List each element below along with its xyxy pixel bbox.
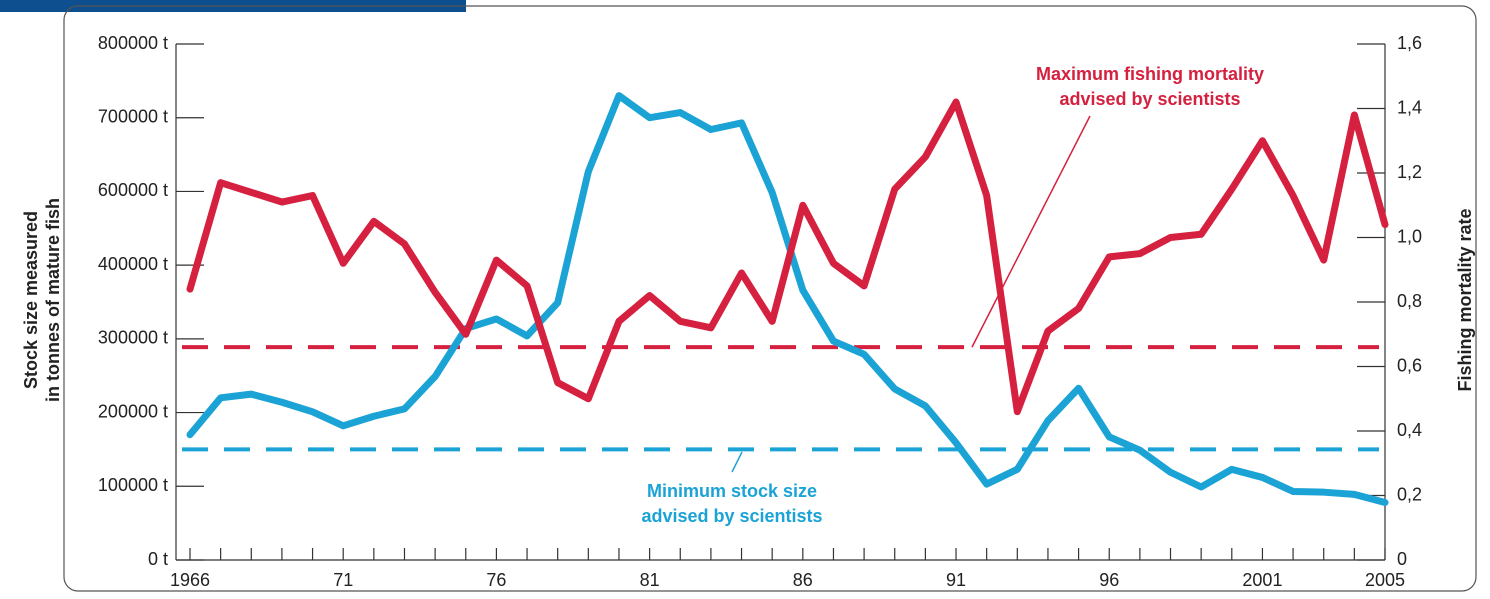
x-tick-label: 2001 (1242, 570, 1282, 590)
x-tick-label: 1966 (170, 570, 210, 590)
frame (63, 5, 1477, 592)
y2-tick-label: 0,2 (1397, 484, 1422, 504)
x-tick-label: 76 (486, 570, 506, 590)
y2-tick-label: 1,6 (1397, 33, 1422, 53)
y-tick-label: 700000 t (98, 106, 168, 126)
annotation: Maximum fishing mortality (1036, 64, 1264, 84)
y-tick-label: 800000 t (98, 33, 168, 53)
x-tick-label: 81 (640, 570, 660, 590)
x-tick-label: 96 (1099, 570, 1119, 590)
series-line (186, 92, 1389, 507)
y2-axis-title: Fishing mortality rate (1455, 208, 1475, 391)
annotation: Minimum stock size (647, 481, 817, 501)
y-tick-label: 100000 t (98, 475, 168, 495)
x-tick-label: 71 (333, 570, 353, 590)
y-tick-label: 300000 t (98, 328, 168, 348)
x-tick-label: 2005 (1365, 570, 1405, 590)
annotation: advised by scientists (641, 506, 822, 526)
y-tick-label: 0 t (148, 549, 168, 569)
y2-tick-label: 1,0 (1397, 226, 1422, 246)
x-tick-label: 91 (946, 570, 966, 590)
y2-tick-label: 1,4 (1397, 97, 1422, 117)
y-tick-label: 600000 t (98, 180, 168, 200)
y2-tick-label: 0,4 (1397, 420, 1422, 440)
y-axis-title: Stock size measured (21, 211, 41, 389)
y2-tick-label: 0,8 (1397, 291, 1422, 311)
y2-tick-label: 0,6 (1397, 355, 1422, 375)
series-line (186, 98, 1389, 416)
x-tick-label: 86 (793, 570, 813, 590)
y-tick-label: 200000 t (98, 401, 168, 421)
y-tick-label: 400000 t (98, 254, 168, 274)
y2-tick-label: 1,2 (1397, 162, 1422, 182)
annotation-leader (731, 451, 743, 473)
y2-tick-label: 0 (1397, 549, 1407, 569)
annotation-leader (971, 115, 1091, 348)
y-axis-title: in tonnes of mature fish (43, 198, 63, 402)
annotation: advised by scientists (1059, 89, 1240, 109)
